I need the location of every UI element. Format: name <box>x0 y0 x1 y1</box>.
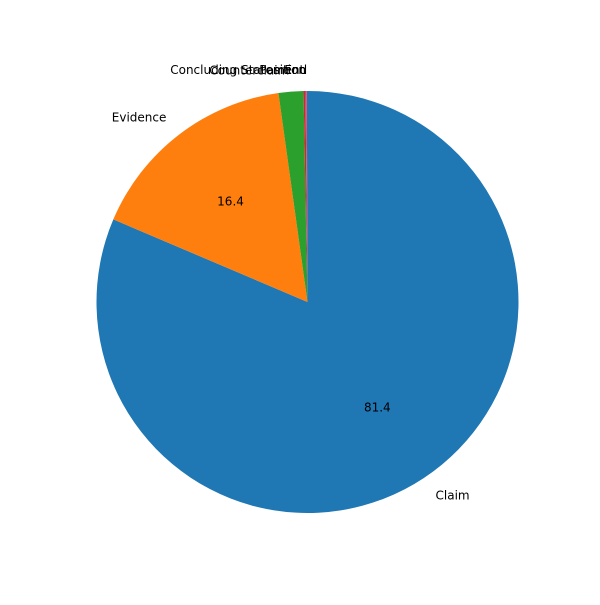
pie-slice-end <box>306 91 308 302</box>
pie-slice-concluding-statement <box>303 91 308 302</box>
pie-slice-counterclaim <box>278 91 308 303</box>
slice-pct-label-evidence: 16.4 <box>217 194 244 208</box>
slice-label-claim: Claim <box>436 489 470 503</box>
slice-label-counterclaim: Counterclaim <box>209 64 289 78</box>
slice-label-concluding-statement: Concluding Statement <box>170 63 304 77</box>
pie-slice-position <box>305 91 308 302</box>
pie-slice-evidence <box>113 93 308 303</box>
slice-label-position: Position <box>259 63 306 77</box>
pie-labels: Claim 81.4 Evidence 16.4 CounterclaimConclud… <box>112 63 470 503</box>
slice-pct-label-claim: 81.4 <box>364 401 391 415</box>
pie-slices <box>96 91 519 514</box>
slice-label-evidence: Evidence <box>112 111 167 125</box>
slice-label-end: End <box>284 63 307 77</box>
pie-slice-claim <box>96 91 519 514</box>
